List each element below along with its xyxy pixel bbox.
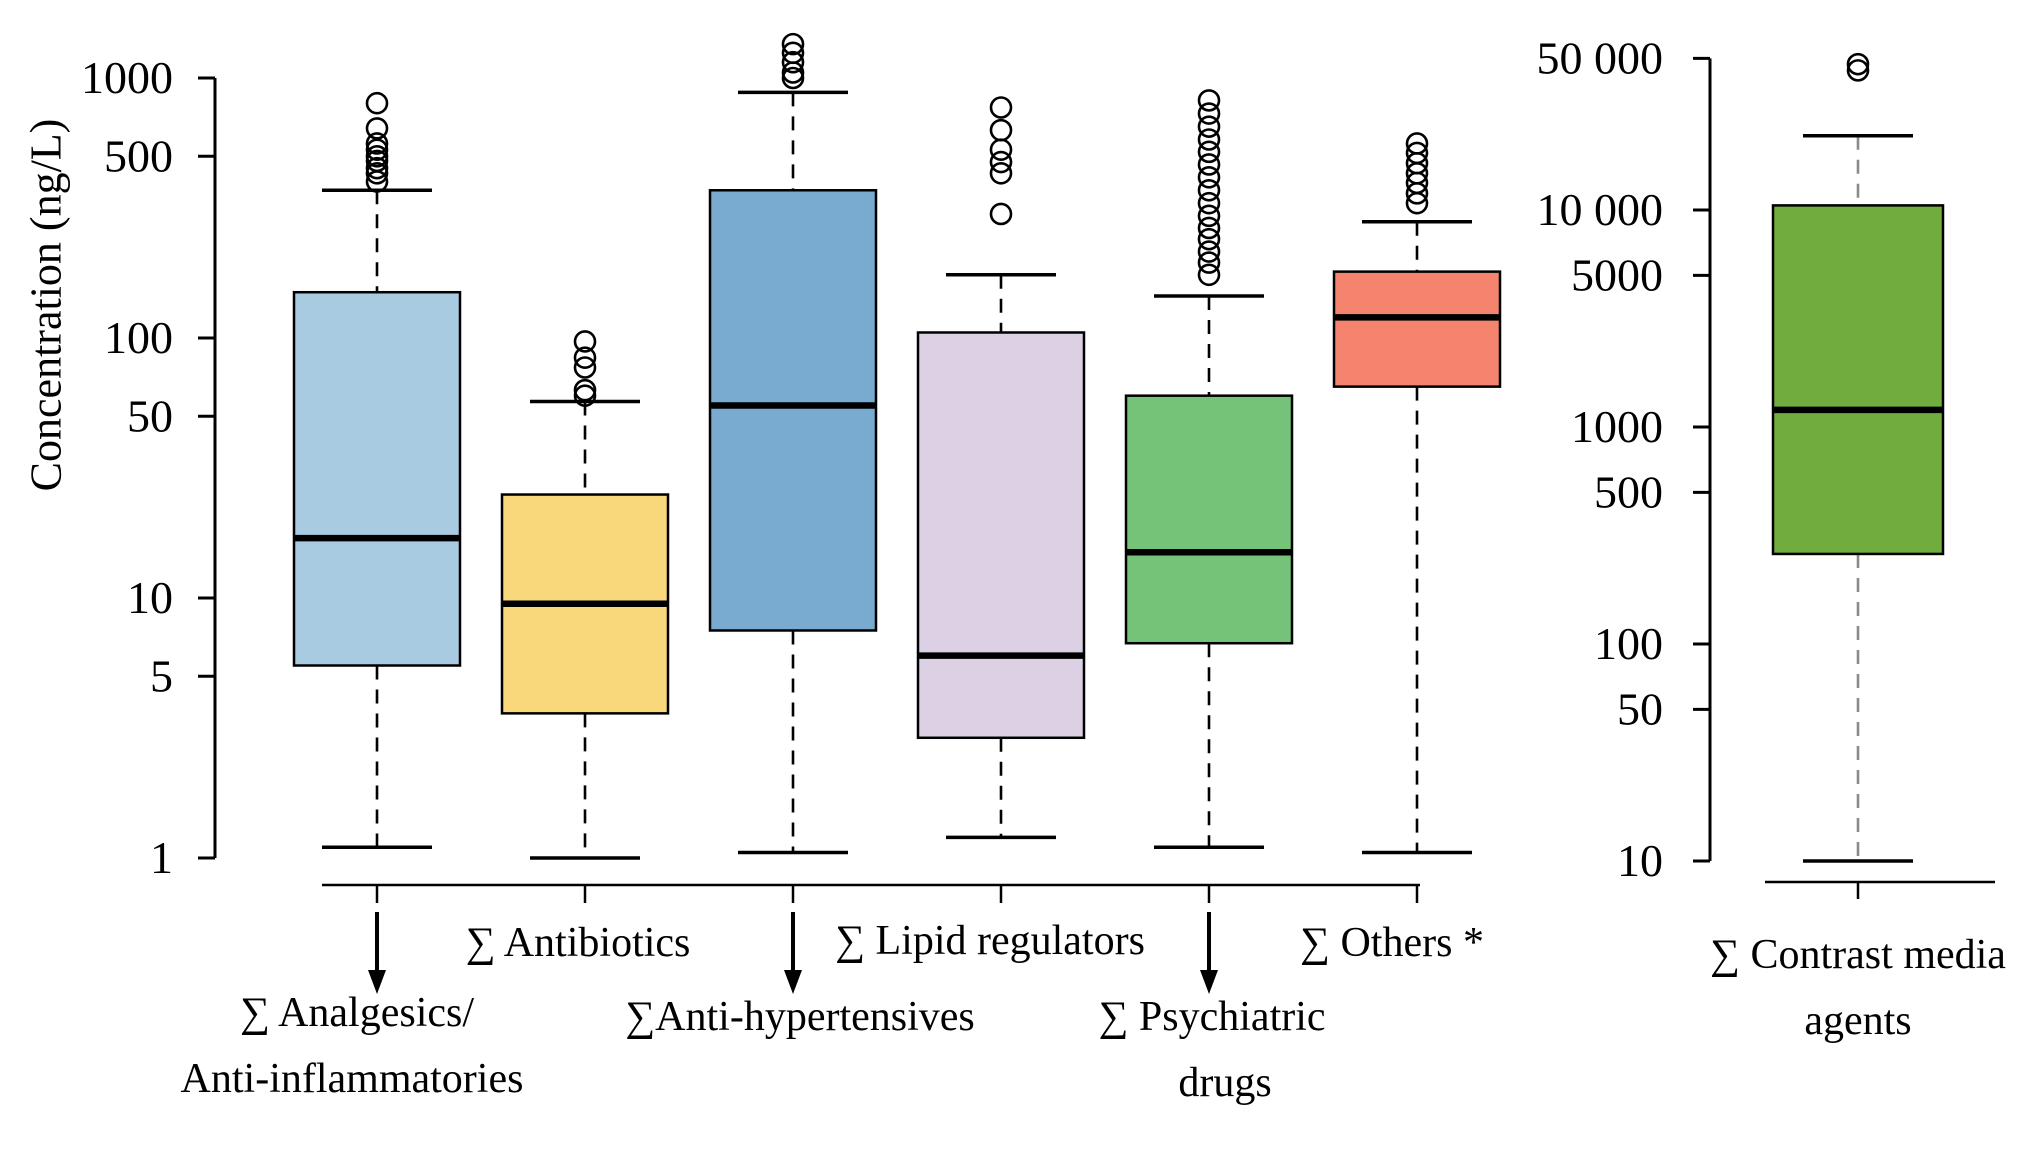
outlier-point <box>1197 153 1221 176</box>
y-tick-label: 1000 <box>1571 401 1663 452</box>
outlier-point <box>1197 251 1221 274</box>
y-tick-label: 100 <box>1594 618 1663 669</box>
category-label-contrast-media-line2: agents <box>1804 998 1912 1044</box>
outlier-point <box>1846 59 1870 82</box>
iqr-box <box>1124 394 1294 645</box>
outlier-point <box>989 161 1013 185</box>
y-tick-label: 1 <box>150 832 173 883</box>
outlier-point <box>573 384 597 407</box>
box--others- <box>1332 132 1502 855</box>
y-tick-label: 50 000 <box>1537 32 1664 83</box>
main-y-axis: 1000 500 100 50 10 5 1 <box>81 52 217 883</box>
outlier-point <box>1197 227 1221 251</box>
outlier-point <box>781 66 805 90</box>
box--anti-hypertensives <box>708 32 878 855</box>
outlier-point <box>1197 166 1221 189</box>
y-tick-label: 10 000 <box>1537 184 1664 235</box>
outlier-point <box>1197 128 1221 151</box>
outlier-point <box>1197 115 1221 138</box>
outlier-point <box>1405 141 1429 165</box>
outlier-point <box>989 202 1013 226</box>
label-arrow-head <box>368 970 386 994</box>
outlier-point <box>1197 204 1221 228</box>
main-x-axis <box>322 883 1420 994</box>
outlier-point <box>781 32 805 56</box>
y-tick-label: 500 <box>1594 466 1663 517</box>
outlier-point <box>1197 140 1221 164</box>
box--analgesics-anti-inflammatories <box>292 91 462 849</box>
box--contrast-media-agents <box>1771 52 1945 863</box>
outlier-point <box>573 346 597 369</box>
y-tick-label: 50 <box>127 390 173 441</box>
iqr-box <box>1771 204 1945 556</box>
y-tick-label: 5000 <box>1571 249 1663 300</box>
y-tick-label: 10 <box>1617 835 1663 886</box>
outlier-point <box>1197 263 1221 287</box>
outlier-point <box>365 132 389 155</box>
y-axis-title: Concentration (ng/L) <box>21 118 71 492</box>
y-tick-label: 100 <box>104 312 173 363</box>
outlier-point <box>365 91 389 115</box>
label-arrow-head <box>784 970 802 994</box>
y-tick-label: 1000 <box>81 52 173 103</box>
contrast-y-axis: 50 000 10 000 5000 1000 500 100 50 10 <box>1537 32 1712 886</box>
category-label-lipid-regulators: ∑ Lipid regulators <box>835 918 1145 964</box>
outlier-point <box>989 150 1013 174</box>
outlier-point <box>1197 191 1221 215</box>
outlier-point <box>365 144 389 168</box>
contrast-x-axis <box>1765 880 1995 899</box>
category-label-anti-hypertensives: ∑Anti-hypertensives <box>625 994 975 1040</box>
outlier-point <box>1197 178 1221 202</box>
box--antibiotics <box>500 330 670 860</box>
y-tick-label: 50 <box>1617 683 1663 734</box>
category-label-antibiotics: ∑ Antibiotics <box>465 920 691 966</box>
y-tick-label: 500 <box>104 130 173 181</box>
outlier-point <box>781 50 805 74</box>
outlier-point <box>573 356 597 379</box>
category-label-analgesics-line1: ∑ Analgesics/ <box>239 990 475 1036</box>
iqr-box <box>1332 270 1502 388</box>
outlier-point <box>989 118 1013 142</box>
outlier-point <box>1197 216 1221 240</box>
y-tick-label: 10 <box>127 572 173 623</box>
outlier-point <box>1197 240 1221 263</box>
category-label-analgesics-line2: Anti-inflammatories <box>180 1056 524 1102</box>
outlier-point <box>365 156 389 180</box>
y-tick-label: 5 <box>150 650 173 701</box>
outlier-point <box>989 96 1013 119</box>
category-label-contrast-media-line1: ∑ Contrast media <box>1710 932 2006 978</box>
category-label-psychiatric-line2: drugs <box>1178 1060 1272 1106</box>
iqr-box <box>292 290 462 667</box>
outlier-point <box>1197 102 1221 125</box>
outlier-point <box>573 330 597 353</box>
outlier-point <box>365 117 389 140</box>
iqr-box <box>916 331 1086 740</box>
iqr-box <box>708 189 878 632</box>
box--psychiatric-drugs <box>1124 89 1294 849</box>
outlier-point <box>1197 89 1221 112</box>
outlier-point <box>989 138 1013 161</box>
label-arrow-head <box>1200 970 1218 994</box>
outlier-point <box>1405 132 1429 155</box>
outlier-point <box>1846 52 1870 76</box>
outlier-point <box>781 41 805 65</box>
box--lipid-regulators <box>916 96 1086 840</box>
category-label-psychiatric-line1: ∑ Psychiatric <box>1098 994 1326 1040</box>
outlier-point <box>573 378 597 402</box>
category-label-others: ∑ Others * <box>1300 920 1484 966</box>
